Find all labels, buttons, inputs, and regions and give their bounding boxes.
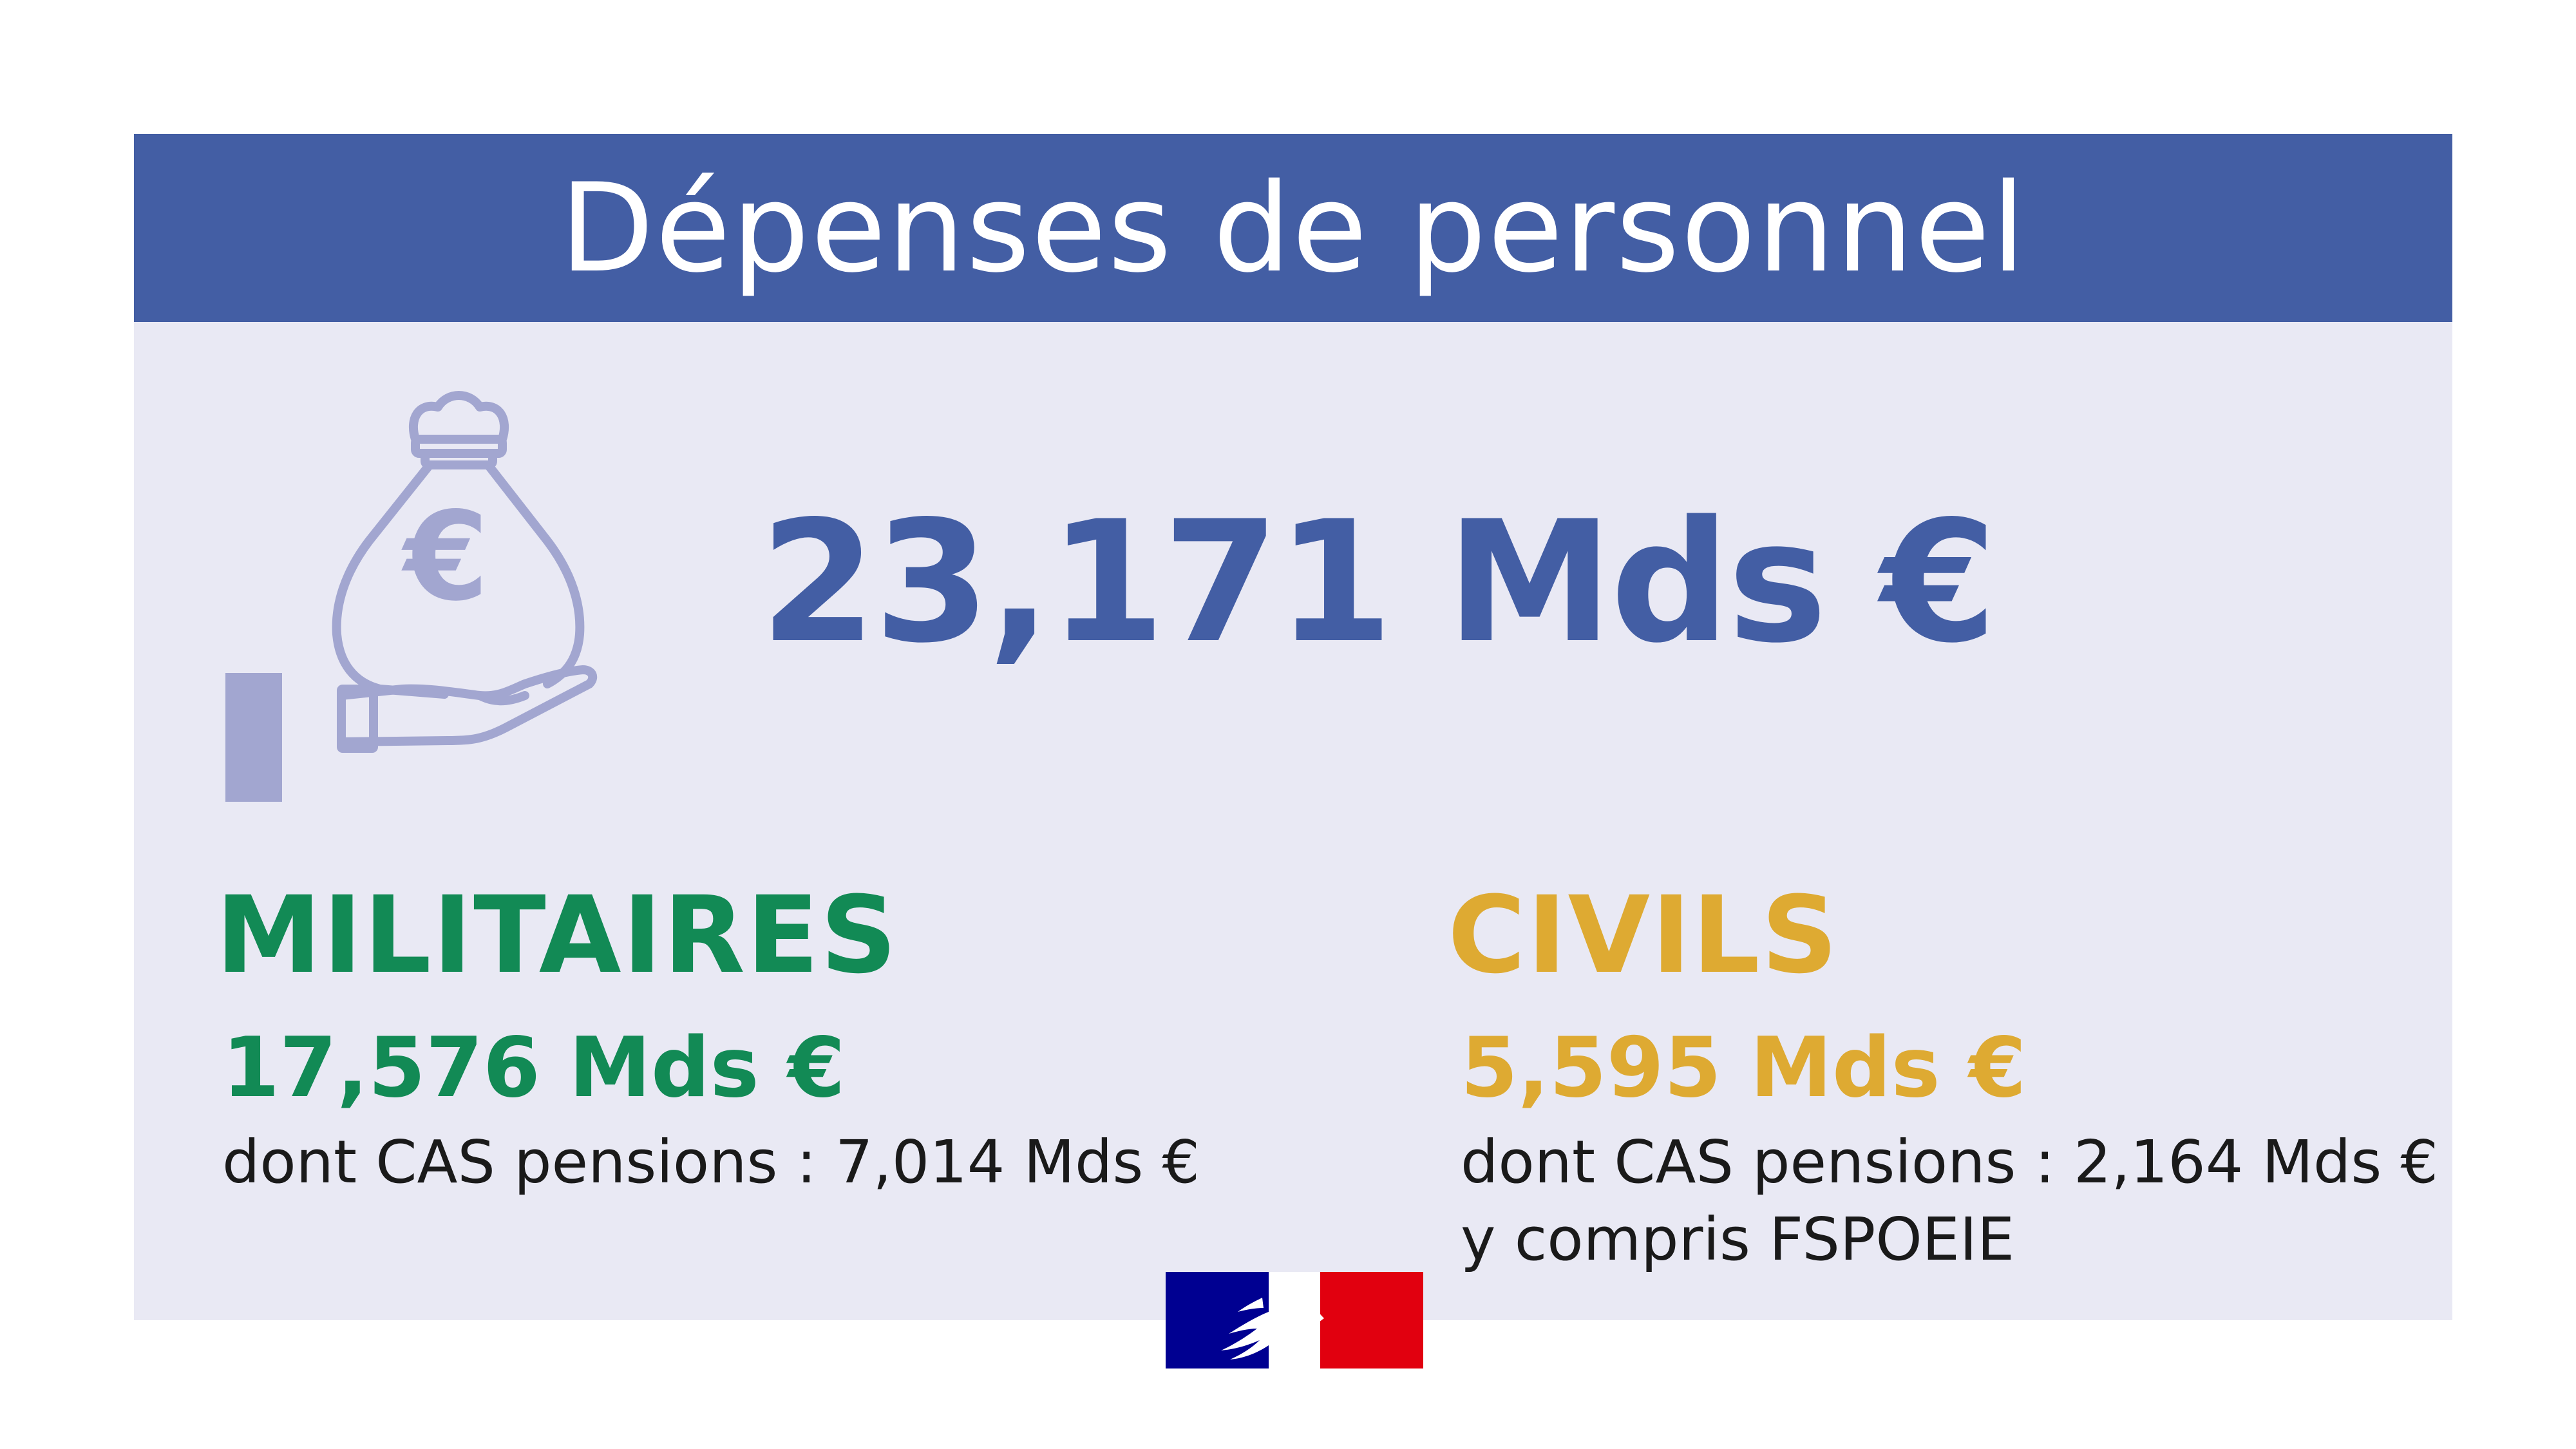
militaires-amount: 17,576 Mds € [222, 1020, 846, 1116]
page-title: Dépenses de personnel [560, 156, 2027, 299]
civils-detail-line2: y compris FSPOEIE [1461, 1204, 2015, 1274]
marianne-logo-icon [1166, 1272, 1423, 1368]
money-bag-hand-icon: € [225, 391, 598, 802]
militaires-section: MILITAIRES 17,576 Mds € dont CAS pension… [216, 882, 1200, 1201]
civils-amount: 5,595 Mds € [1461, 1020, 2027, 1116]
militaires-heading: MILITAIRES [216, 873, 898, 997]
title-bar: Dépenses de personnel [134, 134, 2452, 322]
civils-heading: CIVILS [1448, 873, 1839, 997]
svg-text:€: € [401, 486, 489, 628]
content-card [134, 134, 2452, 1320]
militaires-detail: dont CAS pensions : 7,014 Mds € [222, 1128, 1200, 1197]
civils-detail-line1: dont CAS pensions : 2,164 Mds € [1461, 1128, 2439, 1197]
civils-section: CIVILS 5,595 Mds € dont CAS pensions : 2… [1448, 882, 2438, 1278]
total-amount: 23,171 Mds € [760, 486, 1997, 680]
